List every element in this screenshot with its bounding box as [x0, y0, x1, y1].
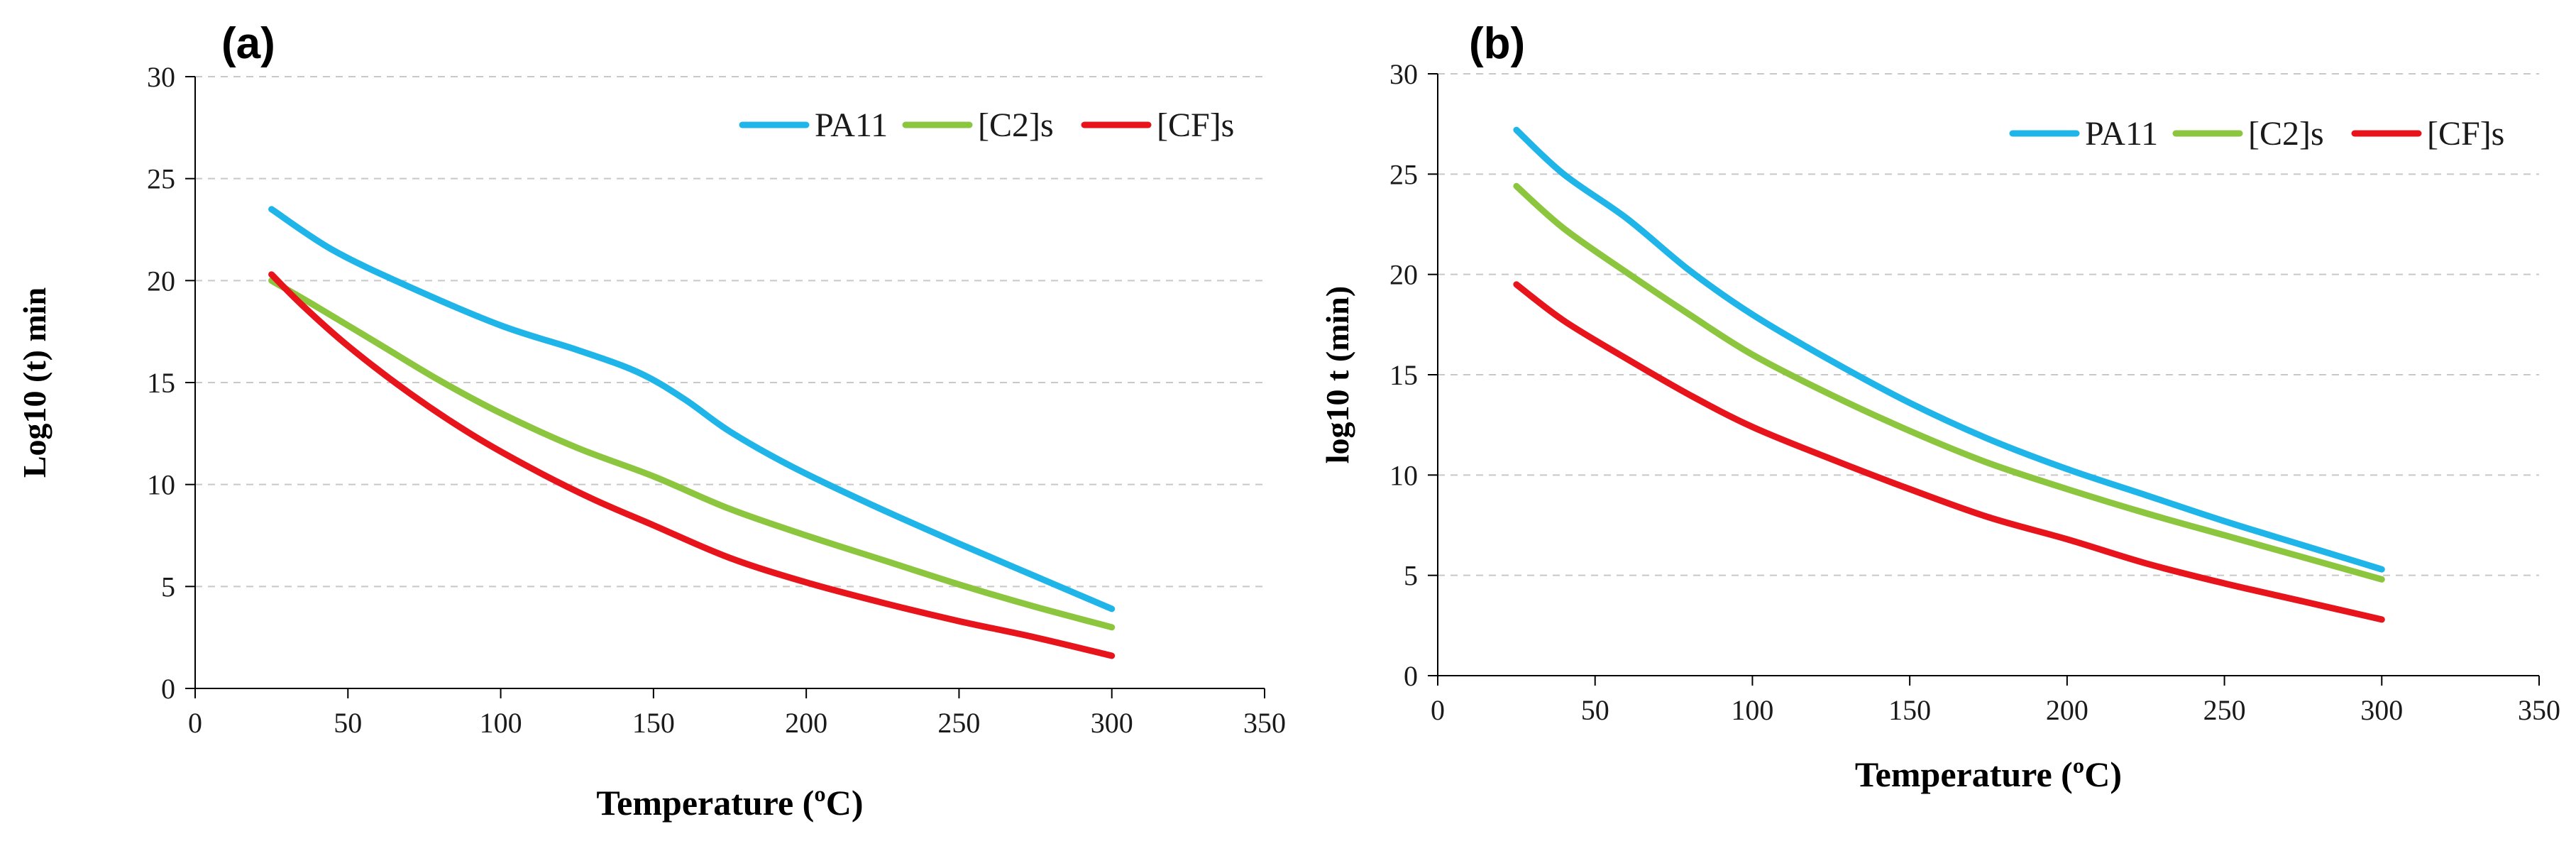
- legend-label: [CF]s: [1157, 106, 1234, 144]
- y-tick-label: 0: [161, 673, 175, 705]
- x-tick-label: 150: [1888, 694, 1931, 726]
- y-tick-label: 20: [1389, 259, 1418, 291]
- y-tick-label: 10: [147, 469, 175, 501]
- x-tick-label: 150: [632, 707, 675, 739]
- chart-panel-a: 0 50 100 150 200 250 300 350 0 5 10 15 20 25 30 PA11 [C2…: [16, 19, 1286, 823]
- y-tick-label: 0: [1404, 660, 1418, 692]
- legend-label: [CF]s: [2427, 115, 2504, 153]
- x-tick-label: 250: [937, 707, 980, 739]
- x-tick-label: 300: [1091, 707, 1133, 739]
- x-tick-label: 100: [480, 707, 522, 739]
- legend-label: PA11: [2085, 115, 2158, 153]
- y-axis-title: Log10 (t) min: [16, 287, 53, 478]
- y-tick-label: 25: [1389, 158, 1418, 190]
- legend-label: [C2]s: [978, 106, 1054, 144]
- y-axis-title: log10 t (min): [1319, 286, 1355, 463]
- y-tick-label: 10: [1389, 459, 1418, 491]
- x-tick-label: 200: [785, 707, 827, 739]
- x-tick-label: 250: [2203, 694, 2246, 726]
- x-tick-label: 100: [1731, 694, 1773, 726]
- x-tick-label: 300: [2360, 694, 2403, 726]
- y-tick-label: 25: [147, 163, 175, 195]
- legend: PA11 [C2]s [CF]s: [2009, 115, 2504, 153]
- panel-label: (b): [1469, 19, 1525, 68]
- x-axis-title: Temperature (ºC): [1855, 754, 2122, 794]
- y-tick-label: 30: [147, 61, 175, 93]
- y-tick-label: 5: [161, 571, 175, 603]
- x-tick-label: 0: [1431, 694, 1445, 726]
- y-tick-label: 15: [1389, 359, 1418, 391]
- x-tick-label: 0: [188, 707, 202, 739]
- y-tick-label: 15: [147, 367, 175, 399]
- y-tick-label: 20: [147, 265, 175, 297]
- legend-label: PA11: [815, 106, 888, 144]
- legend-label: [C2]s: [2248, 115, 2324, 153]
- series-line-cfs: [1513, 281, 2385, 623]
- chart-panel-b: 0 50 100 150 200 250 300 350 0 5 10 15 20 25 30 PA11 [C2…: [1319, 19, 2560, 794]
- series-line-cfs: [268, 271, 1116, 659]
- x-tick-label: 50: [334, 707, 362, 739]
- y-tick-label: 5: [1404, 560, 1418, 592]
- series-line-c2s: [1513, 182, 2385, 583]
- y-tick-label: 30: [1389, 58, 1418, 90]
- x-tick-label: 50: [1581, 694, 1609, 726]
- panel-label: (a): [221, 19, 275, 68]
- series-line-c2s: [268, 277, 1116, 631]
- legend: PA11 [C2]s [CF]s: [739, 106, 1234, 144]
- series-line-pa11: [268, 206, 1116, 612]
- x-tick-label: 200: [2046, 694, 2088, 726]
- x-tick-label: 350: [2518, 694, 2560, 726]
- series-line-pa11: [1513, 126, 2385, 573]
- x-tick-label: 350: [1243, 707, 1286, 739]
- x-axis-title: Temperature (ºC): [596, 783, 863, 823]
